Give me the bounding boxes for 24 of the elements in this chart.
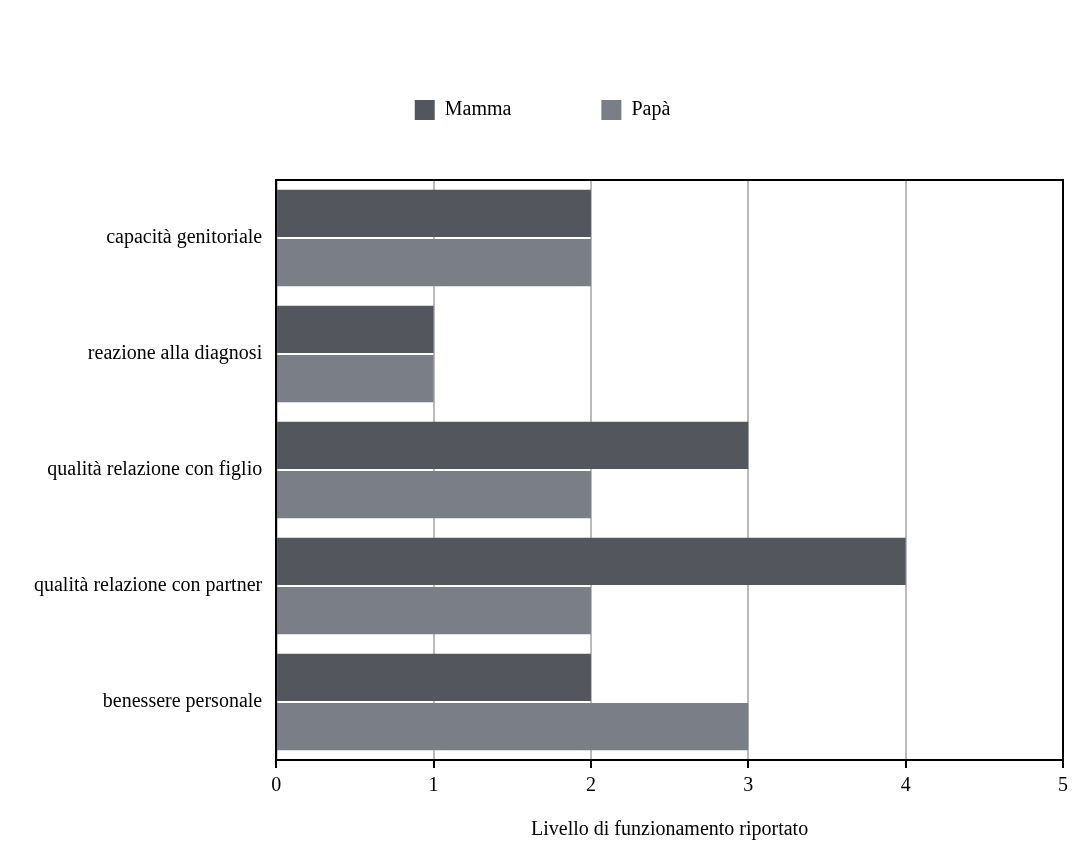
y-tick-label: qualità relazione con figlio [47, 457, 263, 481]
x-tick-label: 1 [428, 773, 439, 796]
bar [277, 238, 591, 287]
bar [277, 653, 591, 702]
x-tick-label: 4 [900, 773, 911, 796]
y-tick-label: reazione alla diagnosi [87, 341, 263, 365]
x-tick-label: 0 [271, 773, 282, 796]
x-tick-label: 5 [1058, 773, 1068, 796]
legend-label: Mamma [444, 97, 512, 120]
bar [277, 702, 749, 751]
bar [277, 586, 591, 635]
bar [277, 189, 591, 238]
bar [277, 354, 434, 403]
bar [277, 537, 906, 586]
y-tick-label: benessere personale [102, 689, 263, 713]
x-tick-label: 2 [585, 773, 596, 796]
y-tick-label: qualità relazione con partner [33, 573, 263, 597]
bar [277, 421, 749, 470]
bar [277, 305, 434, 354]
y-tick-label: capacità genitoriale [106, 225, 263, 249]
bar [277, 470, 591, 519]
x-axis-title: Livello di funzionamento riportato [531, 817, 809, 841]
x-tick-label: 3 [743, 773, 754, 796]
legend-label: Papà [631, 97, 671, 121]
